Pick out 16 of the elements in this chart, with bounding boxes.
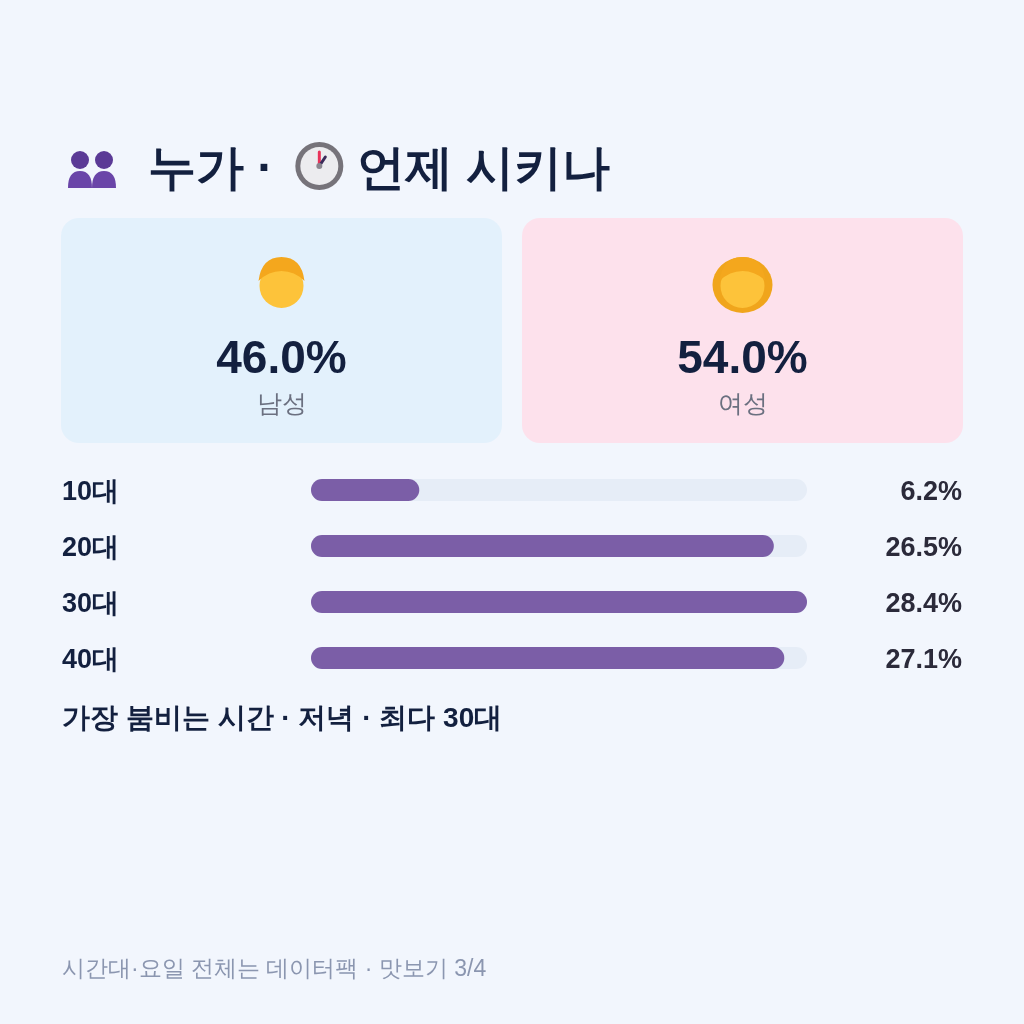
- text: 54.0%: [677, 331, 808, 383]
- category-label: 남성: [256, 389, 307, 417]
- y-tick-label: 20대: [62, 532, 120, 562]
- y-tick-label: 10대: [62, 476, 120, 506]
- y-tick-label: 30대: [62, 588, 120, 618]
- text: 가장 붐비는 시간 · 저녁 · 최다 30대: [62, 702, 503, 733]
- text: 시간대·요일 전체는 데이터팩 · 맛보기 3/4: [62, 955, 487, 981]
- text: 46.0%: [216, 331, 347, 383]
- bar: [311, 479, 420, 501]
- chart-title: 누가 · 언제 시키나: [148, 141, 610, 194]
- data-label: 6.2%: [900, 476, 962, 506]
- data-label: 28.4%: [885, 588, 962, 618]
- data-label: 26.5%: [885, 532, 962, 562]
- data-label: 27.1%: [885, 644, 962, 674]
- y-tick-label: 40대: [62, 644, 120, 674]
- category-label: 여성: [717, 389, 768, 417]
